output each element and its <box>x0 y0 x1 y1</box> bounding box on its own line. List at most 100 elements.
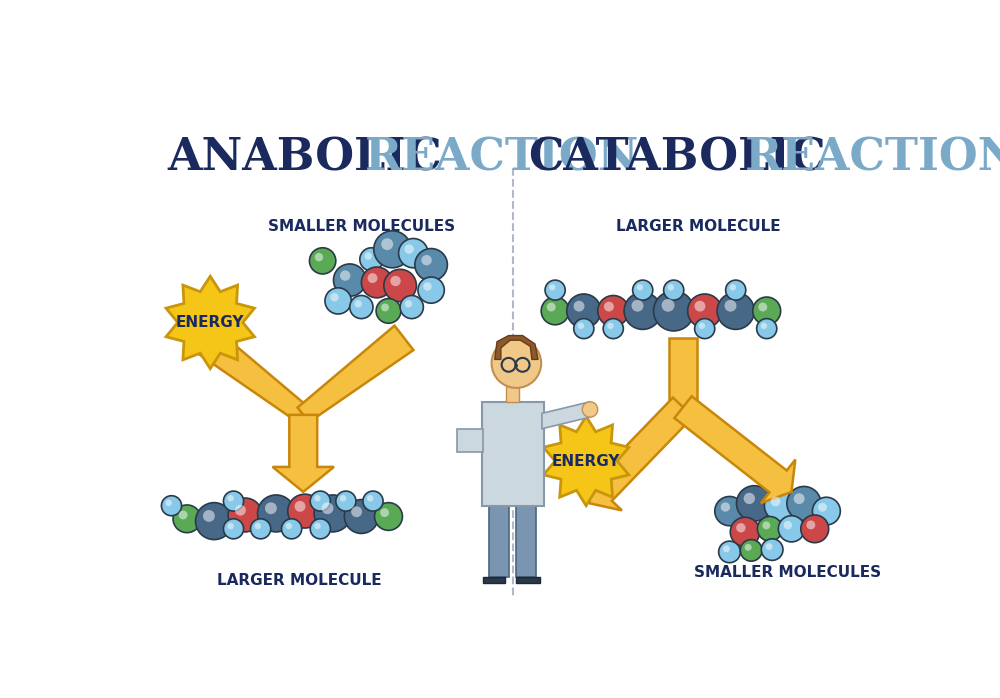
Circle shape <box>695 318 715 339</box>
Circle shape <box>761 322 767 329</box>
Circle shape <box>721 503 730 512</box>
Circle shape <box>740 540 762 561</box>
Circle shape <box>541 297 569 325</box>
Circle shape <box>574 301 584 311</box>
Circle shape <box>598 295 629 326</box>
Circle shape <box>699 322 705 329</box>
Circle shape <box>744 493 755 504</box>
Circle shape <box>375 503 402 530</box>
Text: CATABOLIC: CATABOLIC <box>528 136 826 179</box>
Circle shape <box>310 519 330 539</box>
Circle shape <box>282 519 302 539</box>
Circle shape <box>203 510 215 522</box>
Circle shape <box>717 292 754 329</box>
Circle shape <box>603 318 623 339</box>
Circle shape <box>753 297 781 325</box>
Circle shape <box>818 503 827 512</box>
Circle shape <box>654 291 694 331</box>
Circle shape <box>812 497 840 525</box>
Circle shape <box>758 303 767 311</box>
Circle shape <box>196 503 233 540</box>
Circle shape <box>380 508 389 517</box>
Circle shape <box>361 267 392 298</box>
Circle shape <box>295 501 305 512</box>
Text: REACTION: REACTION <box>365 136 640 179</box>
Circle shape <box>547 303 556 311</box>
Circle shape <box>719 541 740 563</box>
Circle shape <box>771 496 780 506</box>
Circle shape <box>340 495 346 501</box>
Polygon shape <box>489 506 509 577</box>
Circle shape <box>418 277 444 303</box>
Circle shape <box>757 517 782 541</box>
Circle shape <box>421 255 432 265</box>
Circle shape <box>794 493 805 504</box>
Circle shape <box>336 491 356 511</box>
Circle shape <box>161 496 182 516</box>
Circle shape <box>344 500 378 533</box>
Circle shape <box>228 498 262 532</box>
Polygon shape <box>516 577 540 583</box>
Circle shape <box>806 521 815 529</box>
Circle shape <box>736 486 772 521</box>
Circle shape <box>314 523 321 529</box>
Circle shape <box>762 521 770 529</box>
Circle shape <box>265 503 277 514</box>
Polygon shape <box>542 402 590 429</box>
Circle shape <box>784 521 792 529</box>
Circle shape <box>694 301 705 311</box>
Circle shape <box>381 238 393 250</box>
Circle shape <box>545 280 565 300</box>
Circle shape <box>405 300 412 308</box>
Circle shape <box>227 495 234 501</box>
Circle shape <box>715 496 744 526</box>
Circle shape <box>736 523 746 533</box>
Polygon shape <box>495 336 538 359</box>
Circle shape <box>723 545 730 552</box>
Circle shape <box>787 487 821 520</box>
Circle shape <box>399 239 428 268</box>
Circle shape <box>376 299 401 323</box>
Circle shape <box>333 264 366 296</box>
Text: SMALLER MOLECULES: SMALLER MOLECULES <box>268 218 455 234</box>
Polygon shape <box>298 326 413 422</box>
Circle shape <box>607 322 614 329</box>
Circle shape <box>368 273 377 283</box>
Text: LARGER MOLECULE: LARGER MOLECULE <box>217 573 382 588</box>
Circle shape <box>582 402 598 417</box>
Circle shape <box>624 292 661 329</box>
Circle shape <box>165 500 172 506</box>
Polygon shape <box>543 417 629 506</box>
Circle shape <box>730 517 760 547</box>
Polygon shape <box>669 338 697 407</box>
Circle shape <box>330 293 339 302</box>
Text: ANABOLIC: ANABOLIC <box>168 136 442 179</box>
Polygon shape <box>506 387 519 402</box>
Circle shape <box>325 288 351 314</box>
Circle shape <box>578 322 584 329</box>
Text: ENERGY: ENERGY <box>176 315 244 330</box>
Circle shape <box>340 270 350 281</box>
Circle shape <box>725 300 736 311</box>
Polygon shape <box>166 276 254 369</box>
Circle shape <box>288 494 322 528</box>
Circle shape <box>381 304 389 311</box>
Circle shape <box>574 318 594 339</box>
Circle shape <box>363 491 383 511</box>
Circle shape <box>322 503 333 514</box>
Circle shape <box>766 543 773 550</box>
Polygon shape <box>516 506 536 577</box>
Text: ENERGY: ENERGY <box>552 454 620 468</box>
Circle shape <box>390 276 401 286</box>
Text: SMALLER MOLECULES: SMALLER MOLECULES <box>694 565 881 580</box>
Circle shape <box>492 339 541 388</box>
Circle shape <box>314 495 321 501</box>
Circle shape <box>764 490 795 521</box>
Circle shape <box>374 231 411 268</box>
Circle shape <box>179 510 188 519</box>
Circle shape <box>662 299 675 312</box>
Text: LARGER MOLECULE: LARGER MOLECULE <box>616 218 781 234</box>
Circle shape <box>632 300 643 311</box>
Circle shape <box>778 516 805 542</box>
Circle shape <box>688 294 722 328</box>
